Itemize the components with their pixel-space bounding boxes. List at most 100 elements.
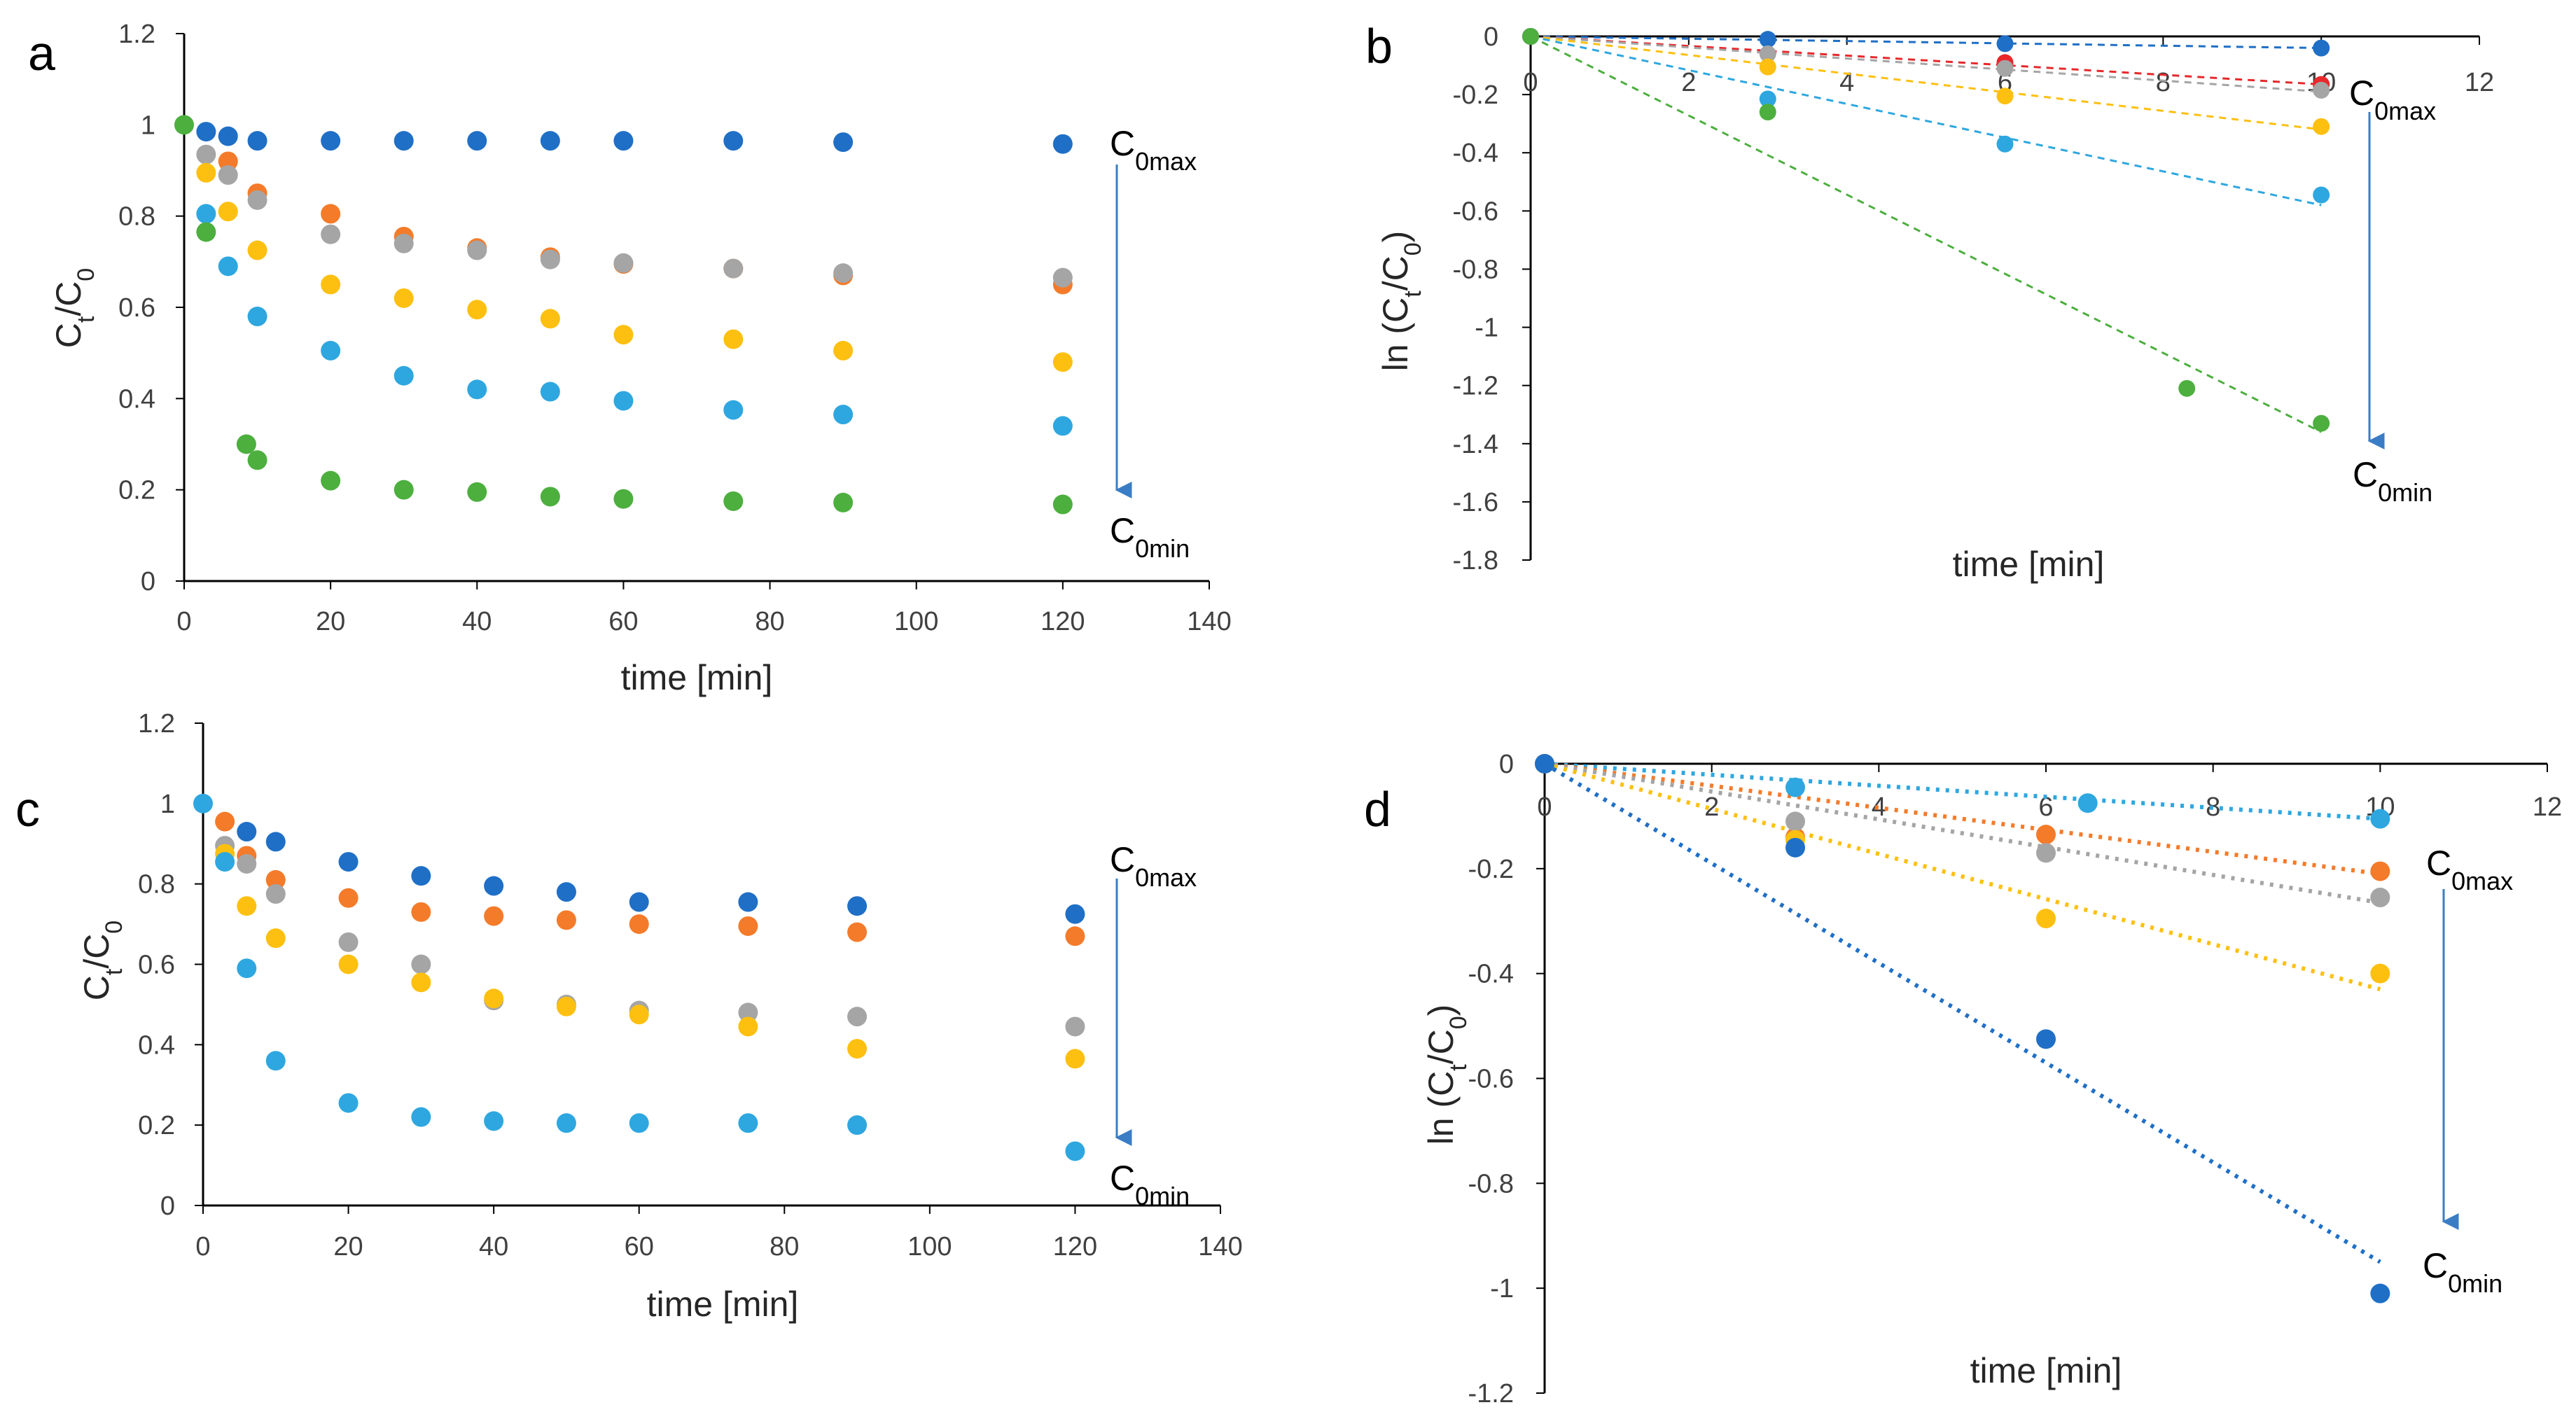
data-point-orange	[484, 906, 504, 926]
data-point-gray	[196, 144, 216, 165]
y-tick-label: -0.6	[1468, 1065, 1514, 1094]
data-point-orange	[1065, 926, 1085, 946]
y-tick-label: -0.6	[1453, 197, 1498, 226]
data-point-green	[540, 487, 560, 507]
data-point-yellow	[1759, 58, 1776, 76]
data-point-yellow	[196, 162, 216, 183]
x-tick-label: 120	[1040, 607, 1085, 636]
x-tick-label: 20	[333, 1232, 363, 1261]
y-axis-label-main: C	[49, 323, 88, 348]
data-point-gray	[411, 954, 431, 974]
data-point-gray	[738, 1002, 758, 1023]
y-tick-label: -0.4	[1468, 960, 1514, 989]
y-axis-label: ln (Ct/C0)	[1421, 1005, 1472, 1145]
data-point-dark_blue	[394, 131, 414, 151]
data-point-dark_blue	[247, 131, 267, 151]
data-point-gray	[1065, 1016, 1085, 1037]
x-tick-label: 20	[316, 607, 345, 636]
data-point-dark_blue	[613, 131, 634, 151]
y-axis-label-main: ln (C	[1421, 1071, 1461, 1145]
data-point-gray	[2313, 81, 2330, 99]
trend-line-light_blue	[1530, 35, 2322, 207]
data-point-orange	[321, 204, 341, 224]
data-point-light_blue	[265, 1051, 286, 1071]
y-tick-label: 1	[160, 790, 175, 819]
annotation-c0min: C0min	[1110, 511, 1190, 563]
data-point-gray	[321, 224, 341, 244]
data-point-orange	[556, 910, 576, 930]
annotation-c0min: C0min	[1110, 1159, 1190, 1210]
y-axis-label-close: )	[1421, 1005, 1461, 1016]
data-point-gray	[247, 190, 267, 210]
data-point-gray	[723, 258, 744, 279]
data-point-gray	[540, 249, 560, 270]
y-axis-label-sub-0: 0	[1445, 1016, 1472, 1029]
data-point-gray	[1996, 60, 2014, 77]
data-point-light_blue	[1996, 135, 2014, 153]
x-tick-label: 0	[176, 607, 191, 636]
data-point-dark_blue	[467, 131, 487, 151]
data-point-light_blue	[629, 1113, 649, 1133]
y-axis-label-slash: /C	[1421, 1029, 1461, 1064]
panel-letter: a	[28, 26, 55, 81]
data-point-yellow	[540, 309, 560, 329]
data-point-dark_blue	[1065, 904, 1085, 924]
data-point-yellow	[247, 240, 267, 260]
x-tick-label: 100	[894, 607, 938, 636]
data-point-yellow	[2036, 909, 2056, 929]
x-tick-label: 80	[755, 607, 784, 636]
data-point-gray	[1052, 267, 1073, 288]
data-point-yellow	[2370, 963, 2390, 984]
x-tick-label: 0	[195, 1232, 210, 1261]
y-tick-label: -1.2	[1453, 372, 1498, 401]
annotation-c0min-main: C	[1110, 511, 1135, 550]
data-point-light_blue	[215, 852, 235, 872]
data-point-orange	[2370, 861, 2390, 881]
data-point-dark_blue	[218, 126, 238, 146]
y-tick-label: 0	[160, 1191, 175, 1221]
panel-letter: c	[15, 782, 40, 837]
y-axis-label-close: )	[1376, 231, 1415, 243]
data-point-green	[2178, 379, 2196, 397]
y-tick-label: -1	[1475, 314, 1498, 343]
y-axis-label-sub-t: t	[1400, 291, 1426, 298]
data-point-dark_blue	[1785, 837, 1805, 858]
data-point-yellow	[1996, 88, 2014, 105]
data-point-orange	[738, 916, 758, 936]
x-tick-label: 6	[2038, 792, 2053, 822]
data-point-orange	[265, 869, 286, 890]
y-tick-label: 1	[141, 111, 155, 140]
y-tick-label: 1.2	[118, 20, 155, 49]
x-tick-label: 8	[2156, 68, 2171, 97]
x-axis-label: time [min]	[647, 1285, 799, 1324]
data-point-dark_blue	[2370, 1283, 2390, 1303]
data-point-light_blue	[394, 365, 414, 386]
x-tick-label: 120	[1053, 1232, 1097, 1261]
y-tick-label: 0.2	[138, 1111, 175, 1140]
data-point-light_blue	[218, 256, 238, 277]
data-point-dark_blue	[321, 131, 341, 151]
data-point-yellow	[738, 1016, 758, 1037]
annotation-c0max-sub: 0max	[2451, 867, 2513, 895]
x-tick-label: 12	[2465, 68, 2494, 97]
y-axis-label-sub-0: 0	[73, 268, 99, 281]
trend-line-gray	[1544, 762, 2381, 905]
data-point-yellow	[833, 340, 854, 361]
x-tick-label: 2	[1704, 792, 1719, 822]
data-point-orange	[338, 888, 358, 908]
annotation-c0min-sub: 0min	[1135, 534, 1190, 563]
y-axis-label-sub-t: t	[73, 316, 99, 323]
data-point-light_blue	[247, 307, 267, 327]
data-point-green	[394, 480, 414, 500]
panel-letter: b	[1365, 19, 1393, 74]
data-point-orange	[411, 902, 431, 922]
data-point-yellow	[723, 329, 744, 349]
annotation-c0min-main: C	[2353, 455, 2378, 494]
annotation-c0max-sub: 0max	[2374, 97, 2436, 125]
x-tick-label: 2	[1681, 68, 1696, 97]
data-point-dark_blue	[629, 892, 649, 912]
data-point-dark_blue	[265, 832, 286, 852]
data-point-light_blue	[338, 1093, 358, 1113]
trend-line-red	[1530, 35, 2322, 86]
data-point-dark_blue	[1052, 134, 1073, 154]
